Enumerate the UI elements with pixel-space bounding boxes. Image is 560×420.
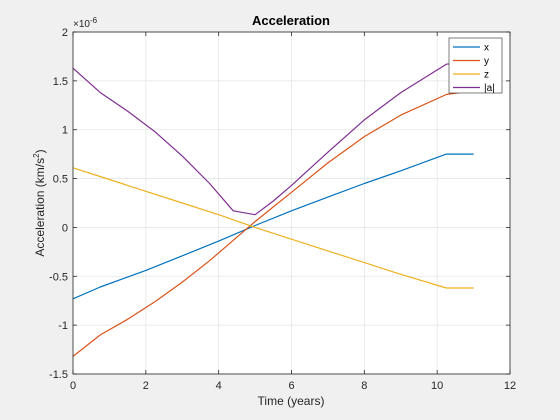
- legend: xyz |a|: [448, 37, 503, 94]
- series-line-1: [72, 90, 474, 357]
- x-tick-label: 0: [70, 380, 76, 392]
- y-exponent-base: ×10: [73, 19, 90, 30]
- series-lines: [72, 60, 474, 357]
- y-tick-label: 2: [62, 27, 68, 39]
- y-tick-label: 0.5: [53, 174, 68, 186]
- legend-label: |a|: [484, 83, 495, 94]
- y-tick-label: -0.5: [49, 271, 68, 283]
- x-axis-label: Time (years): [258, 394, 325, 408]
- legend-label: y: [484, 56, 489, 67]
- y-tick-label: -1.5: [49, 369, 68, 381]
- x-tick-label: 8: [361, 380, 367, 392]
- y-tick-label: -1: [58, 320, 68, 332]
- ticks: 0 2 4 6 8 10 12 -1.5 -1 -0.5 0 0.5 1 1.5 2: [49, 27, 516, 392]
- y-tick-label: 1: [62, 125, 68, 137]
- y-exponent-label: ×10-6: [73, 16, 98, 30]
- x-tick-label: 12: [504, 380, 516, 392]
- legend-label: x: [484, 43, 489, 54]
- x-tick-label: 6: [288, 380, 294, 392]
- legend-label: z: [484, 70, 489, 81]
- y-exponent-power: -6: [90, 16, 98, 25]
- y-axis-label-main: Acceleration (km/s: [33, 158, 47, 257]
- series-line-0: [72, 153, 474, 300]
- series-line-3: [72, 60, 474, 216]
- series-line-2: [72, 167, 474, 289]
- y-tick-label: 1.5: [53, 76, 68, 88]
- chart-title: Acceleration: [252, 13, 330, 28]
- y-axis-label: Acceleration (km/s2): [32, 149, 47, 256]
- x-tick-label: 2: [143, 380, 149, 392]
- y-axis-label-superscript: 2: [32, 153, 41, 158]
- y-tick-label: 0: [62, 222, 68, 234]
- x-tick-label: 10: [431, 380, 443, 392]
- x-tick-label: 4: [216, 380, 222, 392]
- y-axis-label-end: ): [33, 149, 47, 153]
